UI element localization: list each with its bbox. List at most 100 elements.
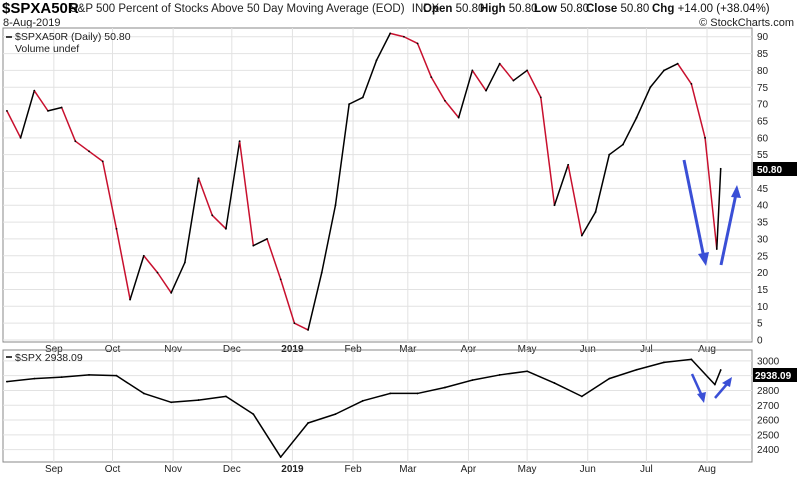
data-point (567, 163, 570, 166)
data-point (416, 392, 419, 395)
series-segment (553, 164, 569, 206)
data-point (635, 116, 638, 119)
high-label: High (480, 3, 506, 15)
arrow-down-small-icon (690, 373, 706, 403)
data-point (170, 401, 173, 404)
low-value: 50.80 (560, 3, 589, 15)
upper-panel: Sep Oct Nov Dec 2019 Feb Mar Apr May Jun Jul Aug 05… (2, 27, 797, 355)
series-segment (184, 177, 200, 264)
lower-last-value: 2938.09 (755, 371, 792, 382)
series-segment (115, 228, 131, 301)
chart-header: $SPXA50R S&P 500 Percent of Stocks Above… (0, 0, 800, 30)
data-point (197, 399, 200, 401)
x-tick-label: 2019 (281, 464, 304, 475)
series-segment (635, 86, 652, 119)
series-segment (225, 140, 241, 230)
series-segment (403, 35, 419, 45)
series-segment (444, 379, 474, 389)
series-segment (60, 374, 90, 378)
series-segment (47, 106, 63, 112)
change-readout: Chg +14.00 (+38.04%) (652, 3, 770, 15)
series-segment (471, 69, 487, 92)
data-point (88, 374, 90, 376)
y-tick-label: 40 (757, 201, 769, 212)
series-segment (389, 32, 405, 38)
high-value: 50.80 (508, 3, 538, 15)
y-tick-label: 30 (757, 234, 769, 245)
y-tick-label: 20 (757, 268, 769, 279)
series-segment (170, 261, 186, 294)
series-segment (676, 62, 693, 85)
series-segment (279, 422, 309, 458)
lower-legend-series: $SPX 2938.09 (15, 352, 83, 364)
data-point (526, 69, 529, 72)
data-point (60, 376, 63, 379)
series-segment (714, 369, 722, 386)
series-segment (33, 376, 63, 380)
arrow-down-icon (682, 159, 709, 266)
series-segment (430, 76, 446, 102)
series-segment (321, 204, 337, 274)
y-tick-label: 55 (757, 150, 769, 161)
data-point (635, 368, 638, 371)
series-segment (704, 137, 718, 250)
data-point (74, 140, 77, 143)
series-segment (33, 89, 49, 112)
low-label: Low (534, 3, 557, 15)
y-tick-label: 25 (757, 251, 769, 262)
series-segment (293, 322, 309, 331)
data-point (142, 254, 145, 257)
series-segment (375, 32, 391, 62)
lower-panel: Sep Oct Nov Dec 2019 Feb Mar Apr May Jun Jul Aug 24… (2, 349, 797, 475)
lower-arrows (690, 373, 732, 403)
arrow-up-small-icon (714, 377, 732, 399)
data-point (389, 32, 392, 35)
data-point (594, 211, 597, 213)
x-tick-label: Oct (105, 464, 121, 475)
symbol-title: $SPXA50R (2, 0, 79, 17)
lower-legend: $SPX 2938.09 (6, 352, 83, 364)
series-segment (279, 278, 296, 324)
series-segment (115, 374, 145, 395)
series-segment (608, 143, 624, 156)
data-point (129, 298, 132, 301)
data-point (348, 103, 351, 106)
spx-series (6, 358, 722, 458)
data-point (663, 361, 665, 364)
y-tick-label: 65 (757, 116, 769, 127)
symbol-description: S&P 500 Percent of Stocks Above 50 Day M… (70, 3, 439, 15)
data-point (197, 177, 200, 180)
x-tick-label: Dec (223, 464, 241, 475)
data-point (211, 214, 214, 217)
series-segment (143, 392, 172, 404)
x-tick-label: Feb (344, 464, 362, 475)
open-readout: Open 50.80 (423, 3, 484, 15)
series-segment (553, 382, 583, 398)
data-point (676, 62, 679, 65)
series-segment (649, 69, 665, 89)
data-point (608, 377, 611, 380)
series-segment (170, 399, 200, 404)
data-point (320, 271, 323, 274)
low-readout: Low 50.80 (534, 3, 589, 15)
data-point (498, 62, 501, 65)
series-segment (444, 100, 460, 119)
data-point (580, 395, 583, 398)
y-tick-label: 90 (757, 32, 769, 43)
series-segment (690, 358, 716, 386)
data-point (457, 116, 460, 119)
data-point (88, 150, 90, 153)
open-value: 50.80 (455, 3, 485, 15)
upper-panel-frame (2, 27, 753, 343)
data-point (334, 204, 337, 207)
upper-legend-volume: Volume undef (15, 43, 79, 55)
data-point (183, 261, 186, 264)
data-point (33, 89, 36, 92)
data-point (142, 392, 145, 395)
series-segment (498, 370, 528, 376)
data-point (19, 136, 22, 139)
y-tick-label: 35 (757, 218, 769, 229)
y-tick-label: 3000 (757, 356, 780, 367)
series-segment (101, 160, 118, 230)
